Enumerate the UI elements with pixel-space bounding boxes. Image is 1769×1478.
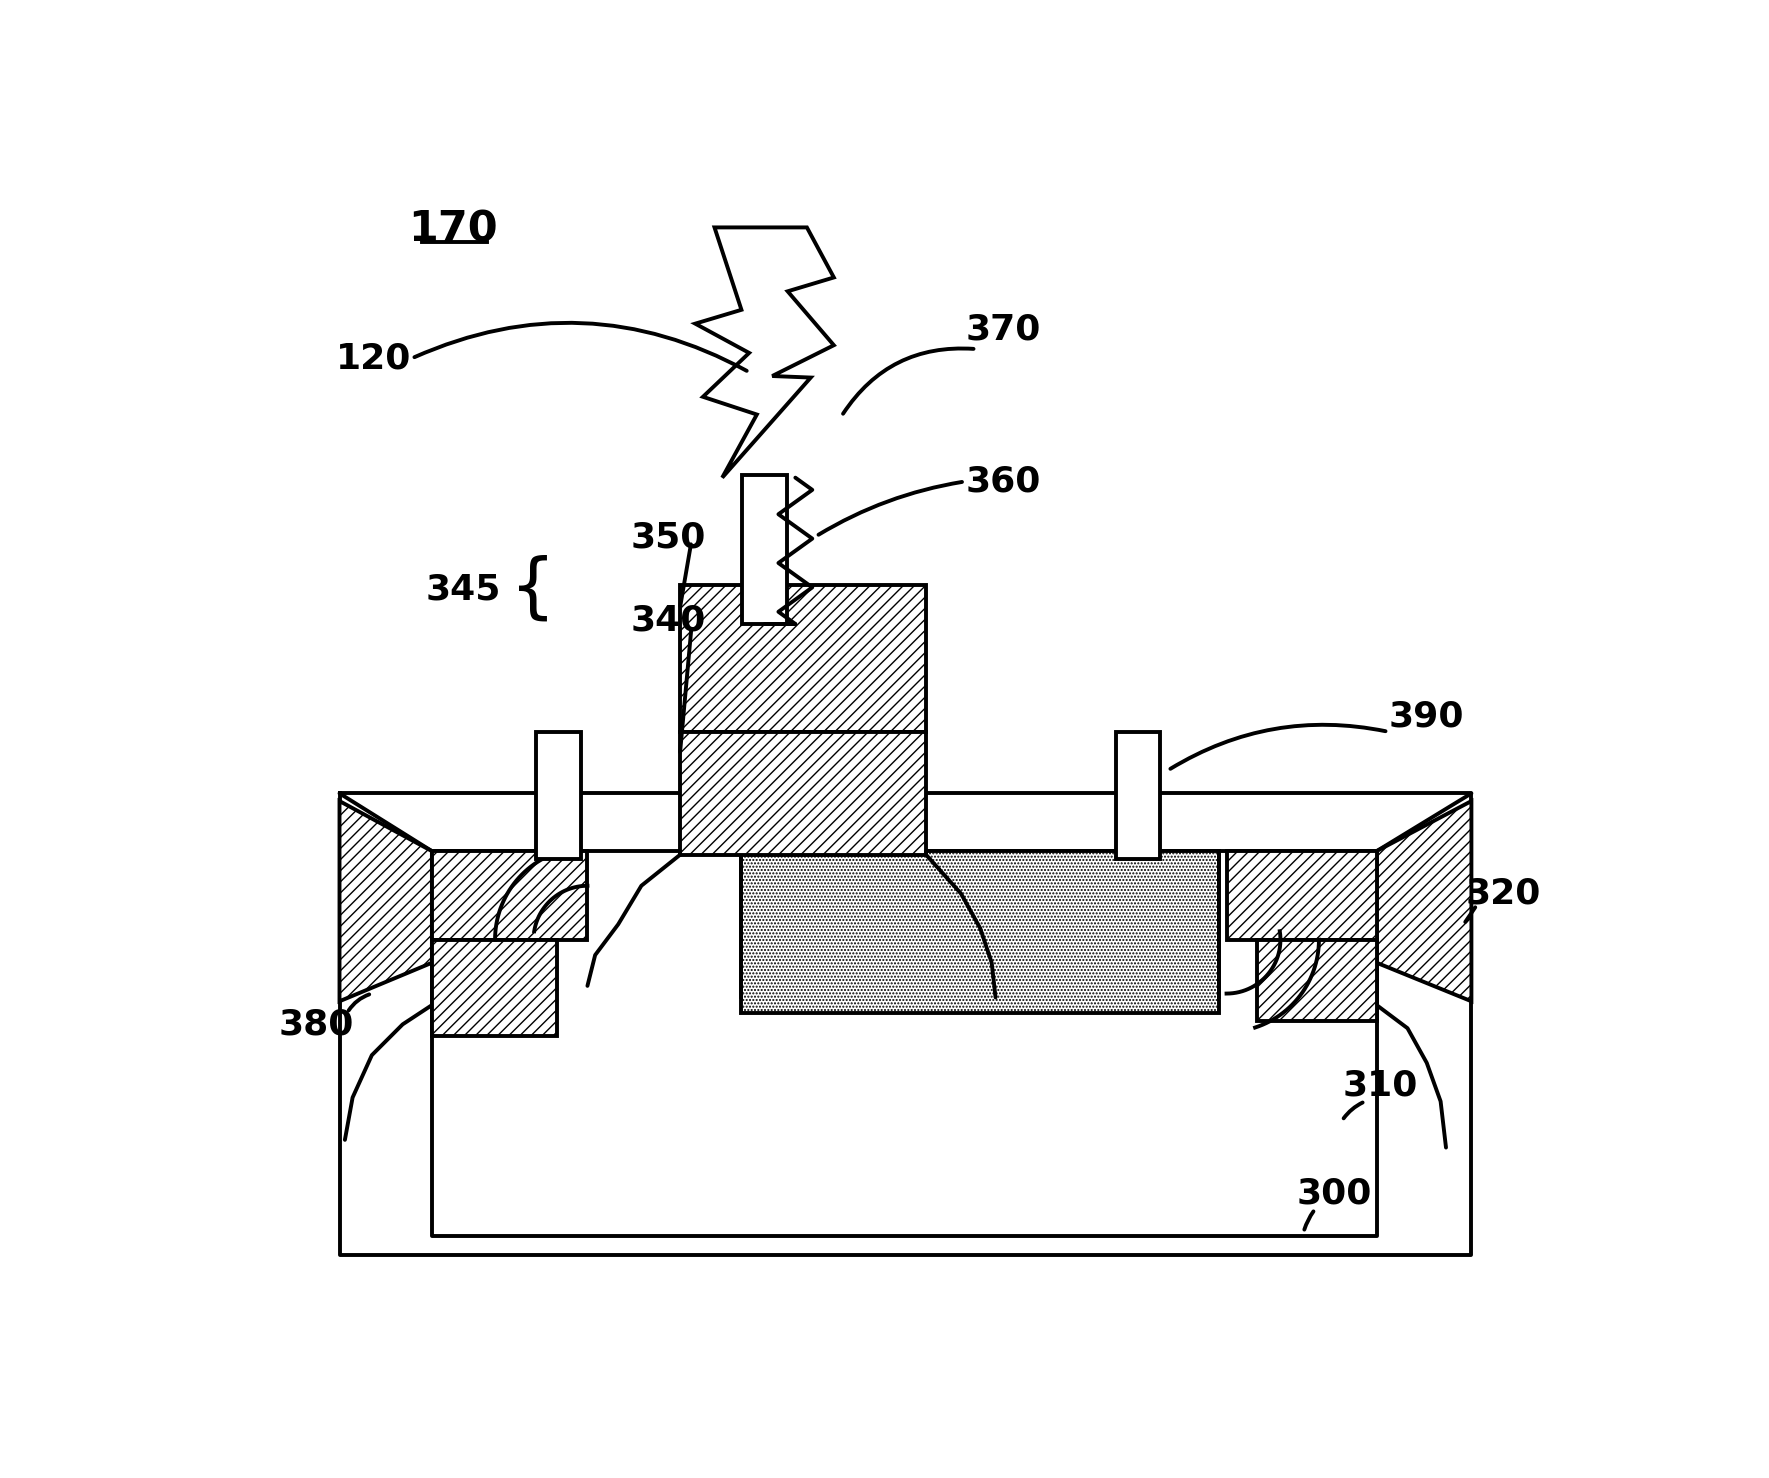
Polygon shape [679,732,927,854]
Text: 345: 345 [426,572,501,606]
Polygon shape [1226,851,1376,940]
Text: 370: 370 [966,313,1040,347]
Text: 390: 390 [1389,699,1465,733]
Bar [741,851,1219,1012]
Text: 360: 360 [966,464,1040,498]
Polygon shape [679,585,927,732]
Text: 380: 380 [280,1008,354,1042]
Text: 350: 350 [630,520,706,554]
Text: 170: 170 [409,208,497,251]
Bar [1116,732,1160,859]
Polygon shape [432,940,557,1036]
Bar [743,476,787,624]
Text: 120: 120 [336,341,410,375]
Text: 310: 310 [1343,1069,1419,1103]
Bar [536,732,580,859]
Text: 340: 340 [630,603,706,637]
Text: 300: 300 [1297,1176,1373,1210]
Text: 320: 320 [1467,876,1541,910]
Polygon shape [340,801,432,1001]
Polygon shape [1258,940,1376,1020]
Polygon shape [1376,801,1472,1001]
Polygon shape [432,851,587,940]
Text: {: { [511,554,557,624]
